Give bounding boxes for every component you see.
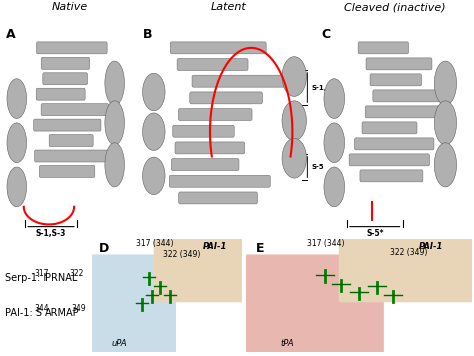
Text: PAI-1: S: PAI-1: S [5, 308, 42, 318]
FancyBboxPatch shape [360, 170, 423, 182]
Ellipse shape [7, 167, 27, 207]
Text: C: C [321, 28, 331, 41]
FancyBboxPatch shape [349, 154, 429, 166]
FancyBboxPatch shape [339, 237, 474, 302]
Ellipse shape [434, 143, 456, 187]
FancyBboxPatch shape [171, 159, 239, 171]
FancyBboxPatch shape [154, 237, 243, 302]
FancyBboxPatch shape [41, 104, 109, 116]
Ellipse shape [143, 157, 165, 195]
Text: 344: 344 [35, 304, 49, 313]
Text: S-5: S-5 [311, 164, 324, 170]
Ellipse shape [434, 61, 456, 105]
Text: A: A [6, 28, 15, 41]
Text: 317: 317 [35, 269, 49, 278]
Ellipse shape [324, 167, 345, 207]
FancyBboxPatch shape [175, 142, 245, 154]
Text: 322 (349): 322 (349) [164, 250, 201, 259]
FancyBboxPatch shape [370, 74, 421, 86]
FancyBboxPatch shape [91, 255, 176, 354]
FancyBboxPatch shape [190, 92, 263, 104]
FancyBboxPatch shape [34, 119, 101, 131]
FancyBboxPatch shape [362, 122, 417, 134]
FancyBboxPatch shape [36, 42, 107, 54]
Text: D: D [99, 242, 109, 255]
Text: PRNAL: PRNAL [45, 273, 77, 283]
Ellipse shape [105, 143, 125, 187]
Ellipse shape [282, 138, 306, 178]
Ellipse shape [105, 61, 125, 105]
Text: Latent: Latent [211, 2, 247, 12]
FancyBboxPatch shape [358, 42, 409, 54]
FancyBboxPatch shape [39, 166, 95, 177]
Text: ARMAP: ARMAP [45, 308, 80, 318]
Ellipse shape [282, 57, 306, 96]
FancyBboxPatch shape [366, 58, 432, 70]
FancyBboxPatch shape [41, 57, 90, 69]
FancyBboxPatch shape [355, 138, 434, 150]
Text: PAI-1: PAI-1 [203, 242, 227, 251]
Text: PAI-1: PAI-1 [419, 242, 443, 251]
Ellipse shape [324, 123, 345, 163]
Text: uPA: uPA [111, 339, 127, 348]
Text: S-1,S-3: S-1,S-3 [311, 85, 339, 90]
Text: 349: 349 [71, 304, 86, 313]
Text: S-1,S-3: S-1,S-3 [36, 229, 66, 238]
FancyBboxPatch shape [36, 88, 85, 100]
Ellipse shape [324, 79, 345, 119]
FancyBboxPatch shape [173, 125, 234, 137]
Text: Serp-1: I: Serp-1: I [5, 273, 46, 283]
Text: tPA: tPA [280, 339, 294, 348]
Ellipse shape [143, 113, 165, 151]
FancyBboxPatch shape [169, 175, 270, 187]
FancyBboxPatch shape [244, 255, 384, 354]
Text: 317 (344): 317 (344) [137, 239, 174, 248]
Text: 322: 322 [70, 269, 84, 278]
FancyBboxPatch shape [192, 75, 285, 87]
Ellipse shape [282, 101, 306, 141]
Ellipse shape [105, 101, 125, 145]
Text: B: B [143, 28, 152, 41]
Ellipse shape [7, 123, 27, 163]
Text: E: E [255, 242, 264, 255]
Text: Native: Native [52, 2, 88, 12]
Ellipse shape [7, 79, 27, 119]
FancyBboxPatch shape [49, 135, 93, 147]
FancyBboxPatch shape [43, 73, 88, 85]
Ellipse shape [143, 73, 165, 111]
FancyBboxPatch shape [365, 106, 445, 118]
Ellipse shape [434, 101, 456, 145]
Text: Cleaved (inactive): Cleaved (inactive) [344, 2, 446, 12]
Text: 317 (344): 317 (344) [307, 239, 344, 248]
Text: S-5*: S-5* [366, 229, 383, 238]
FancyBboxPatch shape [179, 192, 257, 204]
FancyBboxPatch shape [178, 109, 252, 121]
FancyBboxPatch shape [35, 150, 109, 162]
FancyBboxPatch shape [177, 59, 248, 70]
FancyBboxPatch shape [373, 90, 447, 102]
FancyBboxPatch shape [170, 42, 266, 54]
Text: 322 (349): 322 (349) [390, 248, 427, 257]
